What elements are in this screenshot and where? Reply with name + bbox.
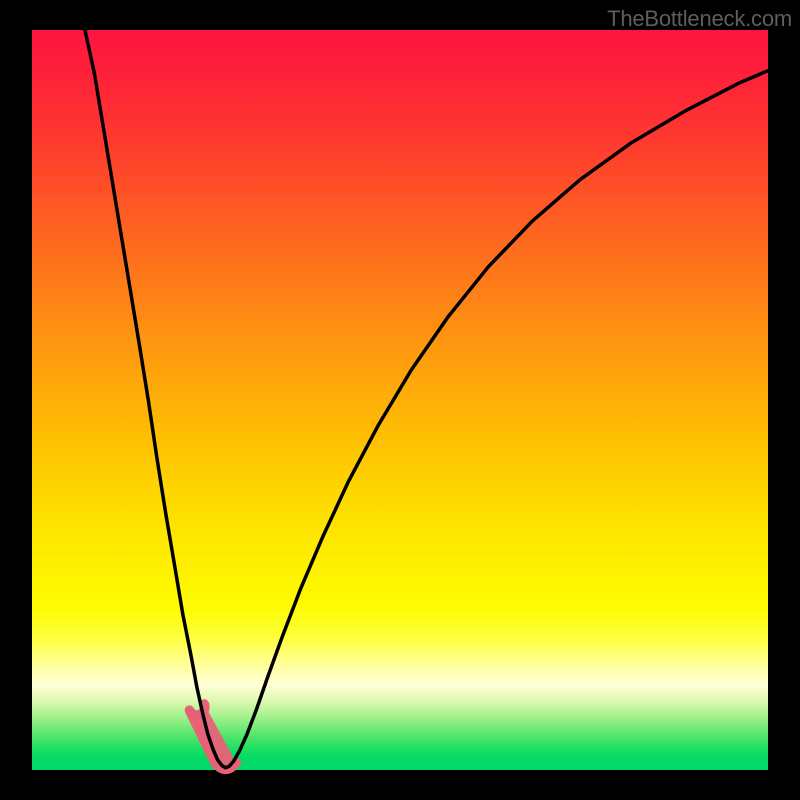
marker-band [189, 704, 236, 769]
bottleneck-curve [85, 30, 768, 768]
plot-area [32, 30, 768, 770]
watermark-text: TheBottleneck.com [607, 6, 792, 32]
chart-frame: TheBottleneck.com [0, 0, 800, 800]
curve-layer [32, 30, 768, 770]
